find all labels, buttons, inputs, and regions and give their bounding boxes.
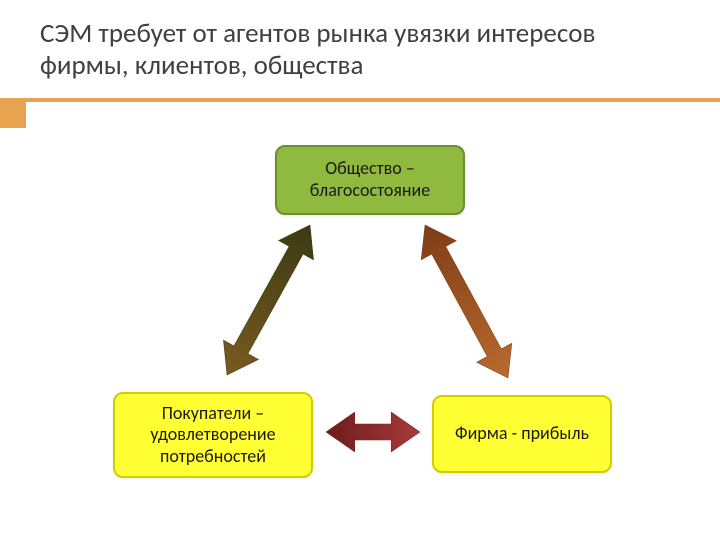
arrows-layer	[0, 0, 720, 540]
node-firm: Фирма - прибыль	[432, 395, 612, 473]
diagram: Общество – благосостояние Покупатели – уд…	[0, 0, 720, 540]
arrow-society-buyers	[210, 215, 328, 384]
arrow-buyers-firm	[326, 412, 420, 452]
node-buyers: Покупатели – удовлетворение потребностей	[113, 392, 313, 478]
arrow-society-firm	[407, 215, 525, 387]
node-society: Общество – благосостояние	[275, 145, 465, 215]
